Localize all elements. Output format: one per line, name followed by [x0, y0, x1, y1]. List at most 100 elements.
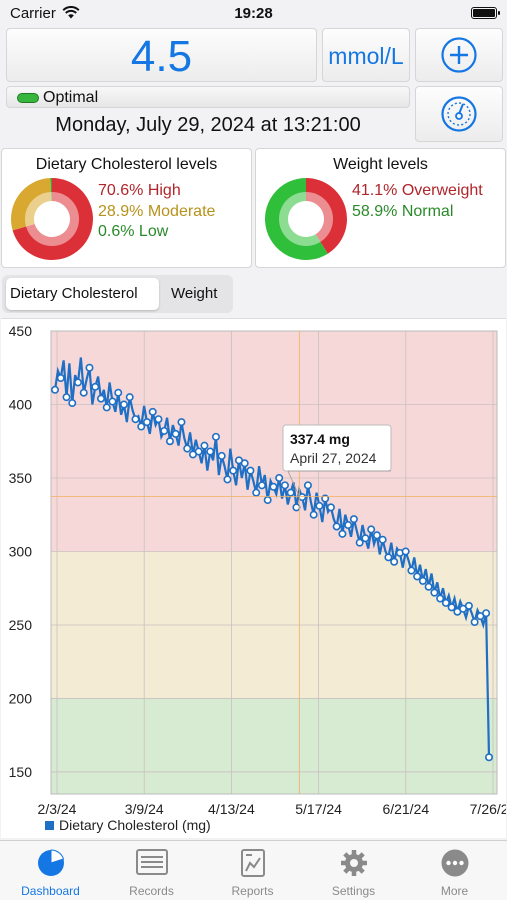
data-point	[447, 603, 456, 612]
cholesterol-summary-title: Dietary Cholesterol levels	[35, 156, 218, 173]
unit-label: mmol/L	[328, 43, 404, 69]
cholesterol-moderate-label: 28.9% Moderate	[98, 202, 216, 220]
gauge-button[interactable]	[415, 86, 503, 142]
data-point	[96, 394, 105, 403]
data-point	[349, 515, 358, 524]
tab-settings-label: Settings	[331, 884, 376, 898]
data-point	[401, 547, 410, 556]
tab-more[interactable]: More	[404, 841, 505, 900]
weight-summary-card[interactable]: Weight levels 41.1% Overweight 58.9% Nor…	[255, 148, 506, 268]
chart-band-2	[51, 698, 497, 794]
data-point	[211, 432, 220, 441]
data-point	[413, 572, 422, 581]
data-point	[194, 447, 203, 456]
data-point	[91, 382, 100, 391]
tab-reports[interactable]: Reports	[202, 841, 303, 900]
reading-value: 4.5	[130, 32, 193, 81]
y-tick-label: 300	[9, 543, 33, 559]
cholesterol-donut-slice-0	[12, 178, 94, 260]
x-tick-label: 5/17/24	[295, 801, 342, 817]
tab-reports-label: Reports	[231, 884, 274, 898]
dashboard-pie-icon	[37, 849, 64, 876]
tab-dietary-cholesterol-label[interactable]: Dietary Cholesterol	[10, 285, 138, 302]
y-tick-label: 450	[9, 323, 33, 339]
legend-label: Dietary Cholesterol (mg)	[59, 817, 211, 833]
tab-dashboard[interactable]: Dashboard	[0, 841, 101, 900]
tab-dashboard-label: Dashboard	[21, 884, 80, 898]
tab-dietary-cholesterol[interactable]	[6, 278, 159, 310]
legend-swatch	[45, 821, 54, 830]
chart-frame	[50, 330, 498, 795]
cholesterol-chart[interactable]: 450 400 350 300 250 200 150 2/3/24 3/9/24 4/13/24…	[1, 318, 507, 839]
data-point	[183, 444, 192, 453]
data-point	[223, 475, 232, 484]
data-point	[470, 618, 479, 627]
cholesterol-donut-hole	[40, 207, 64, 231]
more-dots-icon	[441, 849, 468, 877]
data-point	[309, 510, 318, 519]
cholesterol-chart-svg[interactable]: 450 400 350 300 250 200 150 2/3/24 3/9/24 4/13/24…	[1, 319, 507, 839]
data-point	[484, 753, 493, 762]
reading-datetime: Monday, July 29, 2024 at 13:21:00	[55, 114, 361, 136]
data-point	[280, 481, 289, 490]
data-point	[407, 566, 416, 575]
data-point	[430, 588, 439, 597]
cholesterol-low-label: 0.6% Low	[98, 223, 169, 240]
cholesterol-summary-card[interactable]: Dietary Cholesterol levels 70.6% High 28…	[1, 148, 252, 268]
unit-button[interactable]: mmol/L	[322, 28, 410, 82]
wifi-icon	[62, 6, 80, 19]
tab-records[interactable]: Records	[101, 841, 202, 900]
y-tick-label: 200	[9, 690, 33, 706]
reports-document-icon	[240, 849, 265, 877]
data-point	[263, 496, 272, 505]
cholesterol-donut-slice-2	[50, 178, 52, 202]
records-list-icon	[135, 849, 168, 875]
data-point	[108, 397, 117, 406]
x-tick-label: 3/9/24	[125, 801, 164, 817]
data-point	[326, 503, 335, 512]
data-point	[246, 466, 255, 475]
bottom-tab-bar: Dashboard Records Reports S	[0, 840, 507, 900]
data-point	[269, 482, 278, 491]
weight-summary-title: Weight levels	[333, 156, 428, 173]
plus-circle-icon	[441, 37, 477, 73]
data-point	[102, 403, 111, 412]
chart-tooltip: 337.4 mg April 27, 2024	[282, 424, 392, 497]
reading-value-box[interactable]: 4.5	[6, 28, 317, 82]
data-point	[355, 538, 364, 547]
carrier-label: Carrier	[10, 5, 56, 22]
data-point	[275, 473, 284, 482]
data-point	[321, 494, 330, 503]
tab-settings[interactable]: Settings	[303, 841, 404, 900]
y-tick-label: 400	[9, 396, 33, 412]
weight-donut-chart	[265, 178, 347, 260]
tab-weight[interactable]: Weight	[171, 285, 218, 302]
chart-band-0	[51, 331, 497, 552]
data-point	[154, 415, 163, 424]
data-point	[303, 481, 312, 490]
data-point	[73, 378, 82, 387]
data-point	[79, 388, 88, 397]
y-tick-label: 250	[9, 617, 33, 633]
data-point	[114, 388, 123, 397]
data-point	[361, 534, 370, 543]
data-point	[344, 521, 353, 530]
weight-donut-slice-1	[265, 178, 328, 260]
cholesterol-donut-chart	[11, 178, 94, 260]
data-point	[68, 399, 77, 408]
tooltip-value: 337.4 mg	[290, 431, 350, 447]
add-reading-button[interactable]	[415, 28, 503, 82]
data-point	[200, 441, 209, 450]
data-point	[177, 418, 186, 427]
data-point	[85, 363, 94, 372]
data-point	[332, 522, 341, 531]
weight-donut-hole	[294, 207, 318, 231]
data-point	[390, 557, 399, 566]
data-point	[378, 535, 387, 544]
data-point	[441, 598, 450, 607]
data-point	[50, 385, 59, 394]
weight-overweight-label: 41.1% Overweight	[352, 182, 483, 199]
data-point	[171, 429, 180, 438]
data-point	[206, 447, 215, 456]
data-point	[372, 531, 381, 540]
